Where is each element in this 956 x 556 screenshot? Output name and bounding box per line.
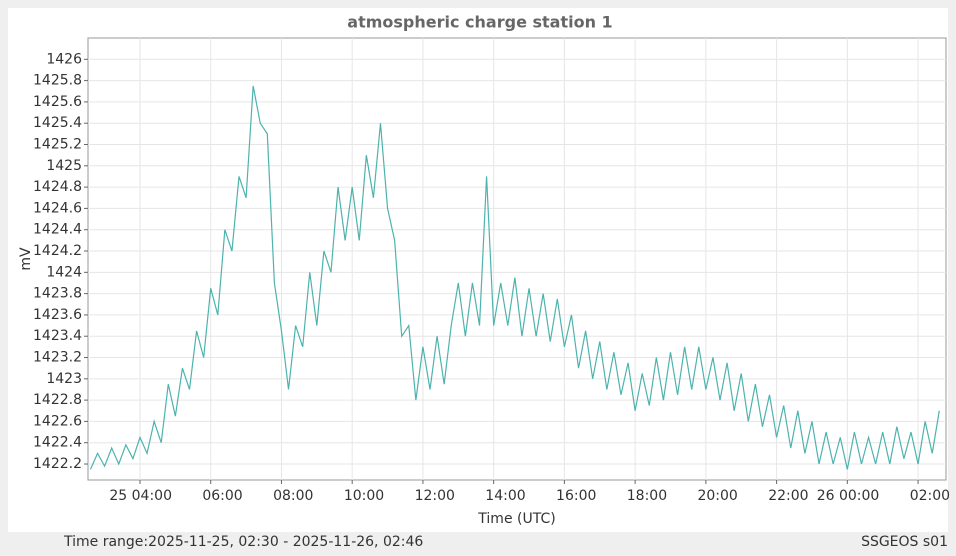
y-tick-label: 1424.2 [33,243,82,259]
x-tick-label: 25 04:00 [109,488,172,504]
y-tick-label: 1423.8 [33,286,82,302]
footer-right: SSGEOS s01 [861,534,948,550]
x-tick-label: 02:00 [910,488,950,504]
x-tick-label: 08:00 [273,488,313,504]
x-axis-label: Time (UTC) [477,511,555,527]
x-tick-label: 26 00:00 [817,488,880,504]
y-tick-label: 1424.4 [33,222,82,238]
x-tick-label: 14:00 [485,488,525,504]
chart-title: atmospheric charge station 1 [347,13,612,32]
y-tick-label: 1425.8 [33,73,82,89]
y-tick-label: 1423 [46,371,82,387]
y-tick-label: 1426 [46,51,82,67]
y-tick-label: 1424 [46,264,82,280]
y-tick-label: 1425.4 [33,115,82,131]
x-tick-label: 18:00 [627,488,667,504]
y-tick-label: 1423.6 [33,307,82,323]
y-tick-label: 1424.6 [33,200,82,216]
y-tick-label: 1422.6 [33,413,82,429]
x-tick-label: 12:00 [415,488,455,504]
x-tick-label: 06:00 [202,488,242,504]
y-tick-label: 1425.6 [33,94,82,110]
x-tick-label: 22:00 [768,488,808,504]
x-tick-label: 16:00 [556,488,596,504]
x-tick-label: 10:00 [344,488,384,504]
y-tick-label: 1422.4 [33,435,82,451]
y-tick-label: 1424.8 [33,179,82,195]
y-tick-label: 1423.2 [33,350,82,366]
y-tick-label: 1422.8 [33,392,82,408]
data-line [89,85,940,470]
footer-left: Time range:2025-11-25, 02:30 - 2025-11-2… [63,534,423,550]
y-tick-label: 1423.4 [33,328,82,344]
y-tick-label: 1422.2 [33,456,82,472]
x-tick-label: 20:00 [697,488,737,504]
y-tick-label: 1425.2 [33,137,82,153]
y-tick-label: 1425 [46,158,82,174]
plot-area [87,37,947,481]
y-axis-label: mV [18,247,34,271]
